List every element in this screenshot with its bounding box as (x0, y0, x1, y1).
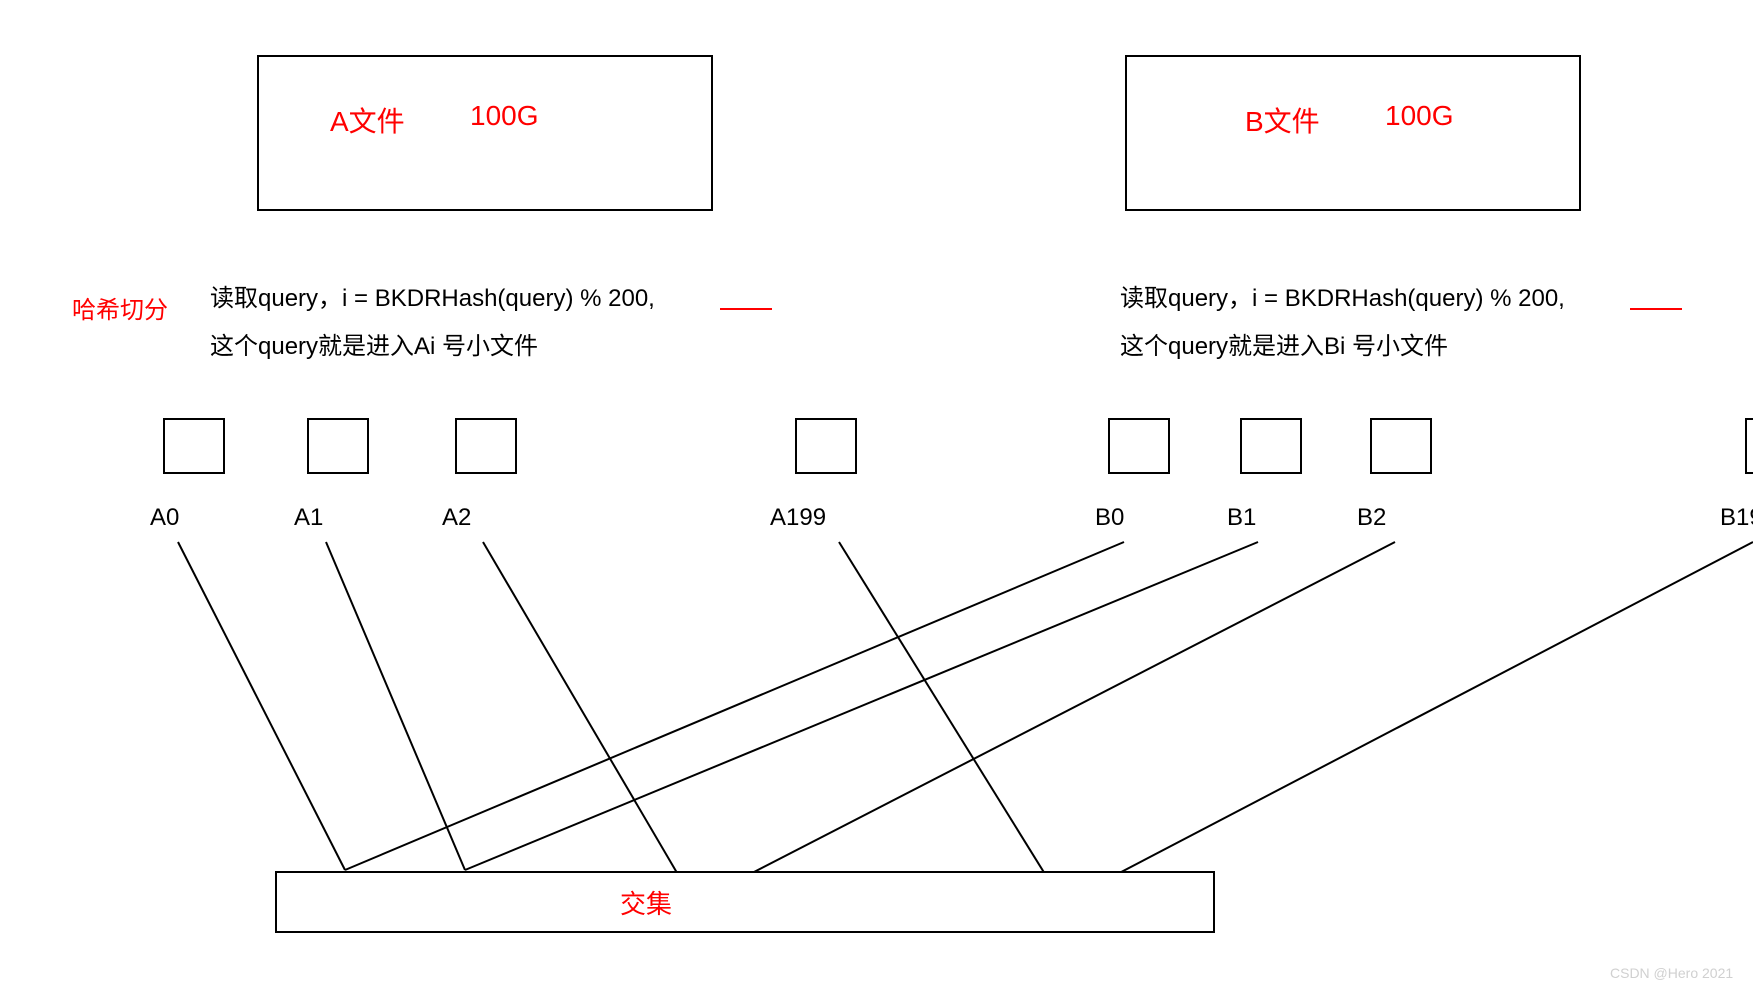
small-file-label-A2: A2 (442, 504, 471, 532)
desc-a-line1: 读取query，i = BKDRHash(query) % 200, (210, 278, 655, 313)
result-label: 交集 (620, 884, 672, 921)
watermark: CSDN @Hero 2021 (1610, 965, 1733, 981)
small-file-label-A0: A0 (150, 504, 179, 532)
desc-b-line2: 这个query就是进入Bi 号小文件 (1120, 326, 1448, 361)
hash-split-label: 哈希切分 (72, 290, 168, 325)
small-file-box-B0 (1108, 418, 1170, 474)
file-b-size: 100G (1385, 100, 1454, 132)
small-file-box-B1 (1240, 418, 1302, 474)
small-file-label-B1: B1 (1227, 504, 1256, 532)
small-file-box-A199 (795, 418, 857, 474)
small-file-label-B199: B199 (1720, 504, 1753, 532)
file-a-box (257, 55, 713, 211)
desc-b-line1: 读取query，i = BKDRHash(query) % 200, (1120, 278, 1565, 313)
small-file-label-B2: B2 (1357, 504, 1386, 532)
small-file-box-A2 (455, 418, 517, 474)
small-file-box-B2 (1370, 418, 1432, 474)
small-file-label-B0: B0 (1095, 504, 1124, 532)
small-file-box-A0 (163, 418, 225, 474)
small-file-label-A199: A199 (770, 504, 826, 532)
desc-a-underline (720, 308, 772, 310)
file-a-size: 100G (470, 100, 539, 132)
small-file-label-A1: A1 (294, 504, 323, 532)
file-b-box (1125, 55, 1581, 211)
small-file-box-B199 (1745, 418, 1753, 474)
file-b-title: B文件 (1245, 100, 1320, 140)
desc-b-underline (1630, 308, 1682, 310)
result-box (275, 871, 1215, 933)
small-file-box-A1 (307, 418, 369, 474)
file-a-title: A文件 (330, 100, 405, 140)
desc-a-line2: 这个query就是进入Ai 号小文件 (210, 326, 538, 361)
